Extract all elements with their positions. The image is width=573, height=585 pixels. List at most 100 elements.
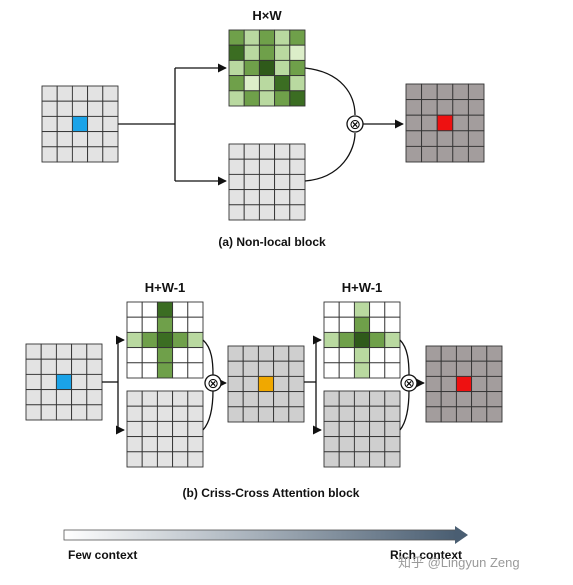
grid-cell xyxy=(243,29,260,46)
grid-cell xyxy=(369,362,386,379)
grid-cell xyxy=(102,146,119,163)
grid-cell xyxy=(384,316,401,333)
grid-cell xyxy=(156,405,174,422)
grid-a-attention xyxy=(228,29,306,107)
grid-cell xyxy=(274,59,291,77)
grid-cell xyxy=(338,301,355,318)
grid-cell xyxy=(71,343,88,360)
grid-cell xyxy=(172,436,189,453)
grid-cell xyxy=(156,390,174,407)
grid-cell xyxy=(338,390,355,407)
grid-cell xyxy=(141,301,158,318)
grid-cell xyxy=(405,130,423,147)
matrix-label-hxw: H×W xyxy=(252,8,282,23)
grid-cell xyxy=(353,405,371,422)
grid-cell xyxy=(258,143,276,160)
grid-cell xyxy=(323,451,340,468)
grid-cell xyxy=(228,59,245,77)
grid-b-feature-2 xyxy=(323,390,401,468)
grid-cell xyxy=(86,373,103,391)
grid-cell xyxy=(471,360,488,377)
grid-cell xyxy=(71,358,88,375)
grid-cell xyxy=(289,75,306,92)
grid-cell xyxy=(405,145,423,163)
grid-cell xyxy=(323,362,340,379)
multiply-icon: ⊗ xyxy=(207,376,219,392)
grid-cell xyxy=(274,44,291,61)
grid-cell xyxy=(384,301,401,318)
connectors-a xyxy=(118,63,404,186)
grid-cell xyxy=(486,406,503,423)
grid-cell xyxy=(172,420,189,438)
grid-cell xyxy=(338,316,355,333)
grid-cell xyxy=(323,436,340,453)
grid-cell xyxy=(172,390,189,407)
grid-cell xyxy=(258,29,276,46)
grid-cell xyxy=(467,83,485,101)
grid-cell xyxy=(71,131,89,148)
grid-cell xyxy=(156,301,174,318)
multiply-icon: ⊗ xyxy=(349,117,361,133)
grid-cell xyxy=(41,131,58,148)
grid-cell xyxy=(126,390,143,407)
grid-cell xyxy=(455,360,473,377)
grid-cell xyxy=(289,143,306,160)
grid-cell xyxy=(187,316,204,333)
grid-cell xyxy=(436,130,454,147)
grid-cell xyxy=(187,331,204,349)
grid-cell xyxy=(56,85,73,102)
grid-cell xyxy=(156,347,174,364)
grid-cell xyxy=(425,375,442,393)
grid-cell xyxy=(421,99,438,116)
grid-cell xyxy=(126,420,143,438)
grid-cell xyxy=(440,375,457,393)
grid-cell xyxy=(338,405,355,422)
grid-cell xyxy=(102,115,119,133)
grid-cell xyxy=(156,331,174,349)
grid-cell xyxy=(452,114,469,132)
grid-cell xyxy=(227,360,244,377)
grid-cell xyxy=(40,343,57,360)
grid-cell xyxy=(338,331,355,349)
grid-cell xyxy=(425,360,442,377)
grid-b-feature-1 xyxy=(126,390,204,468)
grid-cell xyxy=(257,406,275,423)
grid-cell xyxy=(126,436,143,453)
grid-cell xyxy=(369,390,386,407)
grid-cell xyxy=(425,406,442,423)
grid-cell xyxy=(102,131,119,148)
grid-cell xyxy=(486,360,503,377)
grid-cell xyxy=(273,375,290,393)
grid-cell xyxy=(471,406,488,423)
grid-cell xyxy=(405,99,423,116)
grid-cell xyxy=(384,347,401,364)
grid-cell xyxy=(55,404,73,421)
grid-cell xyxy=(467,145,485,163)
grid-cell xyxy=(71,100,89,117)
grid-cell xyxy=(289,29,306,46)
grid-cell xyxy=(141,420,158,438)
grid-cell xyxy=(187,362,204,379)
grid-cell xyxy=(425,345,442,362)
grid-b-input xyxy=(25,343,103,421)
grid-cell xyxy=(243,143,260,160)
grid-cell xyxy=(242,375,259,393)
grid-cell xyxy=(323,390,340,407)
grid-cell xyxy=(71,404,88,421)
multiply-icon: ⊗ xyxy=(403,376,415,392)
grid-cell xyxy=(338,436,355,453)
grid-cell xyxy=(242,406,259,423)
grid-cell xyxy=(452,99,469,116)
grid-cell xyxy=(86,358,103,375)
grid-cell xyxy=(156,436,174,453)
grid-cell xyxy=(471,391,488,408)
grid-cell xyxy=(258,189,276,206)
grid-cell xyxy=(258,59,276,77)
grid-cell xyxy=(141,451,158,468)
grid-cell xyxy=(274,173,291,191)
operator-b-2: ⊗ xyxy=(400,374,418,392)
matrix-label-hw1-first: H+W-1 xyxy=(145,280,186,295)
grid-cell xyxy=(353,331,371,349)
grid-cell xyxy=(455,391,473,408)
grid-cell xyxy=(384,451,401,468)
